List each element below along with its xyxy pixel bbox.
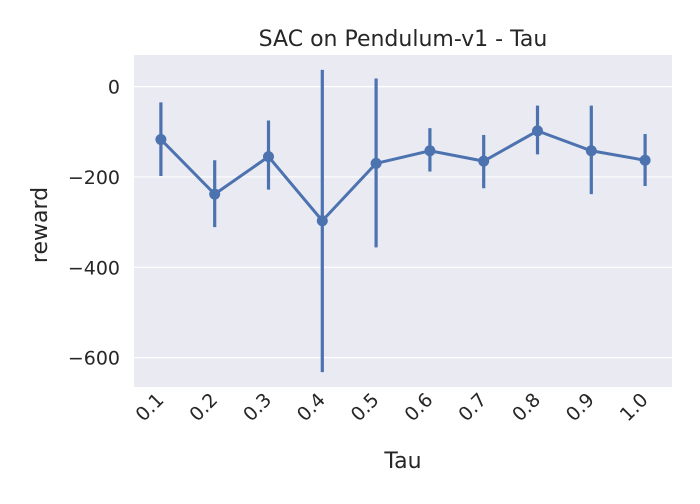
y-axis-label: reward (28, 187, 53, 263)
x-tick-label: 0.2 (185, 389, 222, 426)
y-tick-label: −200 (68, 167, 120, 189)
x-tick-label: 0.1 (132, 389, 169, 426)
x-tick-label: 0.6 (401, 389, 438, 426)
x-tick-label: 0.5 (347, 389, 384, 426)
x-tick-label: 0.7 (454, 389, 491, 426)
x-tick-label: 0.4 (293, 389, 330, 426)
x-axis-label: Tau (383, 449, 421, 474)
x-tick-label: 0.3 (239, 389, 276, 426)
x-tick-label: 1.0 (616, 389, 653, 426)
plot-area (134, 55, 672, 387)
data-point (370, 157, 382, 169)
data-point (155, 133, 167, 145)
grid-lines (134, 86, 672, 359)
data-point (209, 188, 221, 200)
data-point (424, 145, 436, 157)
chart-title: SAC on Pendulum-v1 - Tau (259, 27, 548, 52)
data-point (316, 215, 328, 227)
x-tick-labels: 0.1 0.2 0.3 0.4 0.5 0.6 0.7 0.8 0.9 1.0 (132, 389, 653, 426)
x-tick-label: 0.9 (562, 389, 599, 426)
data-point (532, 125, 543, 137)
data-points (155, 125, 651, 227)
y-tick-label: 0 (108, 77, 120, 99)
data-point (263, 151, 274, 163)
series-line (159, 129, 646, 224)
data-point (639, 154, 651, 166)
y-tick-label: −600 (68, 348, 120, 370)
data-point (585, 145, 597, 157)
y-tick-labels: 0 −200 −400 −600 (68, 77, 120, 370)
x-tick-label: 0.8 (508, 389, 545, 426)
data-point (478, 155, 490, 167)
y-tick-label: −400 (68, 257, 120, 279)
